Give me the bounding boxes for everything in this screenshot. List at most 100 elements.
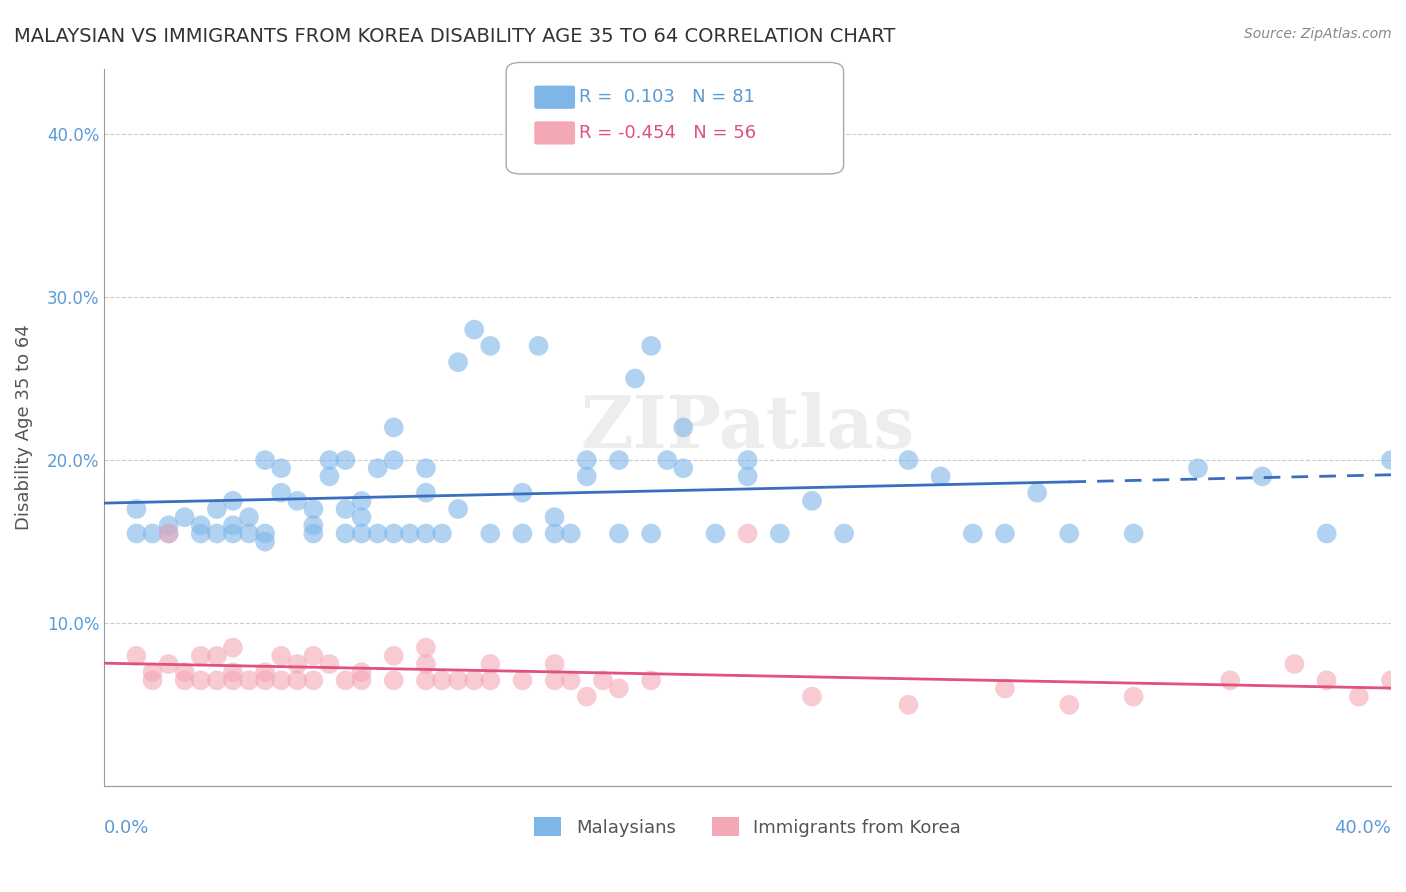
Point xyxy=(769,526,792,541)
Point xyxy=(254,453,277,467)
Point xyxy=(205,673,228,688)
Point xyxy=(560,673,582,688)
Point xyxy=(222,665,245,680)
Point xyxy=(1026,485,1049,500)
Point xyxy=(141,526,163,541)
Point xyxy=(479,673,502,688)
Point xyxy=(1379,673,1402,688)
Point xyxy=(318,657,340,671)
Point xyxy=(399,526,422,541)
Text: ZIPatlas: ZIPatlas xyxy=(581,392,915,463)
Point xyxy=(205,502,228,516)
Point xyxy=(1122,690,1144,704)
Point xyxy=(962,526,984,541)
Point xyxy=(205,648,228,663)
Point xyxy=(543,673,565,688)
Point xyxy=(1059,698,1081,712)
Point xyxy=(190,648,212,663)
Point xyxy=(125,648,148,663)
Point xyxy=(302,518,325,533)
Point xyxy=(543,526,565,541)
Point xyxy=(302,648,325,663)
Point xyxy=(415,526,437,541)
Point xyxy=(125,526,148,541)
Point xyxy=(141,673,163,688)
Point xyxy=(270,485,292,500)
Point xyxy=(222,518,245,533)
Point xyxy=(302,673,325,688)
Point xyxy=(238,526,260,541)
Point xyxy=(527,339,550,353)
Point xyxy=(415,485,437,500)
Point xyxy=(382,673,405,688)
Point xyxy=(222,673,245,688)
Point xyxy=(285,673,308,688)
Point xyxy=(285,494,308,508)
Point xyxy=(415,657,437,671)
Point xyxy=(335,453,357,467)
Point xyxy=(640,526,662,541)
Point xyxy=(318,453,340,467)
Point xyxy=(254,526,277,541)
Point xyxy=(737,469,759,483)
Point xyxy=(1316,526,1339,541)
Point xyxy=(1059,526,1081,541)
Point xyxy=(640,339,662,353)
Text: 40.0%: 40.0% xyxy=(1334,819,1391,837)
Point xyxy=(238,673,260,688)
Point xyxy=(737,526,759,541)
Point xyxy=(270,648,292,663)
Point xyxy=(1284,657,1306,671)
Point xyxy=(415,673,437,688)
Point xyxy=(382,420,405,434)
Point xyxy=(350,673,373,688)
Text: Source: ZipAtlas.com: Source: ZipAtlas.com xyxy=(1244,27,1392,41)
Point xyxy=(415,640,437,655)
Point xyxy=(575,453,598,467)
Point xyxy=(479,526,502,541)
Text: R = -0.454   N = 56: R = -0.454 N = 56 xyxy=(579,124,756,142)
Point xyxy=(318,469,340,483)
Point xyxy=(302,526,325,541)
Point xyxy=(157,526,180,541)
Point xyxy=(238,510,260,524)
Point xyxy=(592,673,614,688)
Point xyxy=(737,453,759,467)
Point xyxy=(543,510,565,524)
Point xyxy=(382,526,405,541)
Point xyxy=(640,673,662,688)
Legend: Malaysians, Immigrants from Korea: Malaysians, Immigrants from Korea xyxy=(527,810,969,844)
Point xyxy=(479,657,502,671)
Point xyxy=(1219,673,1241,688)
Point xyxy=(173,665,195,680)
Point xyxy=(463,322,485,336)
Point xyxy=(254,534,277,549)
Point xyxy=(157,518,180,533)
Point xyxy=(173,510,195,524)
Point xyxy=(335,526,357,541)
Text: MALAYSIAN VS IMMIGRANTS FROM KOREA DISABILITY AGE 35 TO 64 CORRELATION CHART: MALAYSIAN VS IMMIGRANTS FROM KOREA DISAB… xyxy=(14,27,896,45)
Point xyxy=(254,665,277,680)
Point xyxy=(672,420,695,434)
Y-axis label: Disability Age 35 to 64: Disability Age 35 to 64 xyxy=(15,325,32,531)
Point xyxy=(254,673,277,688)
Point xyxy=(1122,526,1144,541)
Point xyxy=(512,485,534,500)
Point xyxy=(512,526,534,541)
Point xyxy=(897,453,920,467)
Point xyxy=(367,526,389,541)
Point xyxy=(479,339,502,353)
Point xyxy=(190,518,212,533)
Point xyxy=(141,665,163,680)
Point xyxy=(832,526,855,541)
Point xyxy=(125,502,148,516)
Point xyxy=(897,698,920,712)
Point xyxy=(447,355,470,369)
Point xyxy=(560,526,582,541)
Point xyxy=(704,526,727,541)
Text: 0.0%: 0.0% xyxy=(104,819,149,837)
Point xyxy=(575,469,598,483)
Point xyxy=(1347,690,1369,704)
Point xyxy=(575,690,598,704)
Point xyxy=(382,648,405,663)
